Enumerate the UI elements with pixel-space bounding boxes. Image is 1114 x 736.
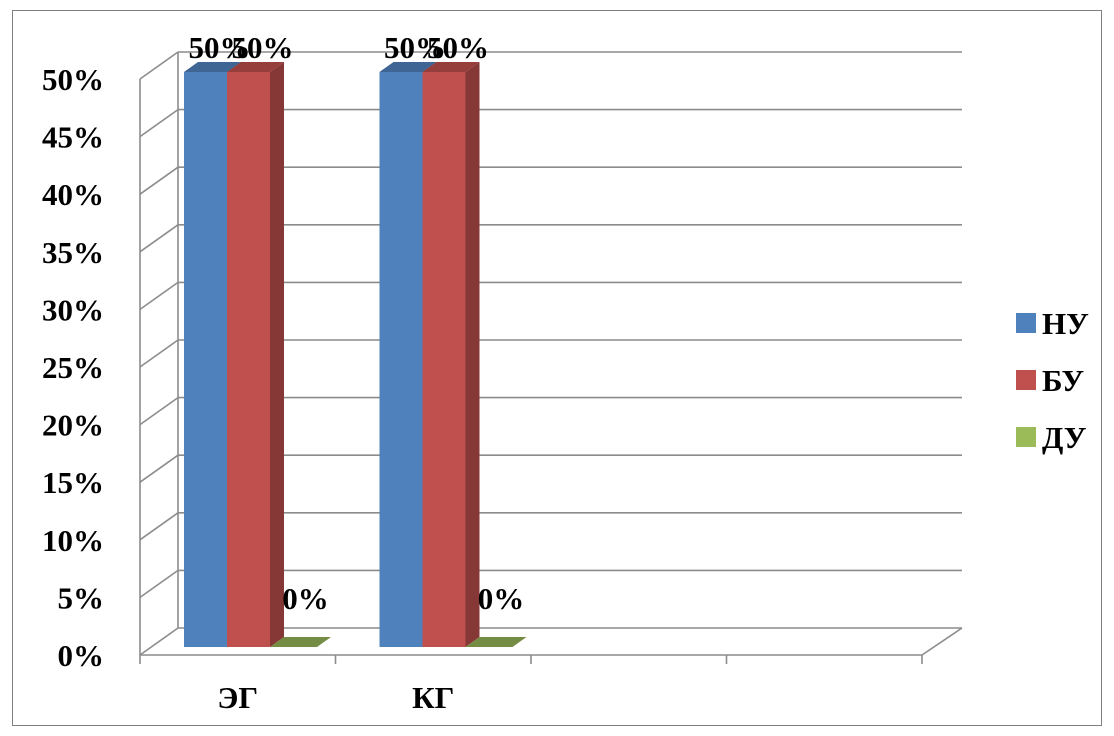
legend-entry: НУ — [1042, 306, 1089, 341]
bar-top — [184, 62, 241, 72]
bar-top — [422, 62, 480, 72]
x-axis-category-labels: ЭГ КГ — [217, 680, 454, 715]
legend-swatch — [1016, 313, 1036, 333]
side-wall-line — [139, 339, 179, 368]
floor-right-edge — [921, 627, 963, 656]
side-wall-line — [139, 281, 179, 311]
bar-side — [270, 62, 284, 647]
gridlines — [139, 51, 962, 656]
bar-БУ-ЭГ — [227, 62, 284, 647]
data-labels: 50%50%0%50%50%0% — [189, 30, 525, 616]
bar-ДУ-ЭГ — [270, 637, 331, 647]
legend-entry: ДУ — [1042, 420, 1087, 455]
side-wall-line — [139, 569, 179, 599]
data-label: 0% — [282, 581, 329, 616]
bars — [184, 62, 527, 647]
side-wall-line — [139, 224, 179, 253]
side-wall-line — [139, 627, 179, 656]
y-axis-tick-labels: 0% 5% 10% 15% 20% 25% 30% 35% 40% 45% 50% — [42, 62, 104, 673]
bar-side — [465, 62, 480, 647]
x-category-label: КГ — [412, 680, 454, 715]
bar-БУ-КГ — [422, 62, 480, 647]
y-tick-label: 20% — [42, 408, 104, 443]
bar-front — [422, 72, 466, 647]
side-wall-line — [139, 512, 179, 541]
y-tick-label: 50% — [42, 62, 104, 97]
legend-swatch — [1016, 370, 1036, 390]
bar-front — [379, 72, 423, 647]
bar-ДУ-КГ — [465, 637, 527, 647]
y-tick-label: 30% — [42, 292, 104, 327]
y-tick-label: 5% — [58, 580, 105, 615]
bar-front — [184, 72, 227, 647]
data-label: 50% — [232, 30, 294, 65]
y-tick-label: 10% — [42, 523, 104, 558]
axes — [139, 52, 963, 664]
bar-front — [227, 72, 270, 647]
data-label: 50% — [189, 30, 251, 65]
side-wall-line — [139, 454, 179, 483]
legend: НУ БУ ДУ — [1016, 306, 1089, 455]
y-tick-label: 35% — [42, 235, 104, 270]
bar-flat — [465, 637, 527, 647]
bar-flat — [270, 637, 331, 647]
bar-top — [227, 62, 284, 72]
side-wall-line — [139, 51, 179, 80]
data-label: 0% — [478, 581, 525, 616]
legend-swatch — [1016, 427, 1036, 447]
legend-entry: БУ — [1042, 363, 1084, 398]
data-label: 50% — [384, 30, 446, 65]
y-tick-label: 0% — [58, 638, 105, 673]
y-tick-label: 15% — [42, 465, 104, 500]
data-label: 50% — [427, 30, 489, 65]
y-tick-label: 25% — [42, 350, 104, 385]
side-wall-line — [139, 108, 179, 138]
x-category-label: ЭГ — [217, 680, 258, 715]
y-tick-label: 40% — [42, 177, 104, 212]
y-tick-label: 45% — [42, 120, 104, 155]
side-wall-line — [139, 166, 179, 195]
bar-top — [379, 62, 437, 72]
side-wall-line — [139, 396, 179, 426]
